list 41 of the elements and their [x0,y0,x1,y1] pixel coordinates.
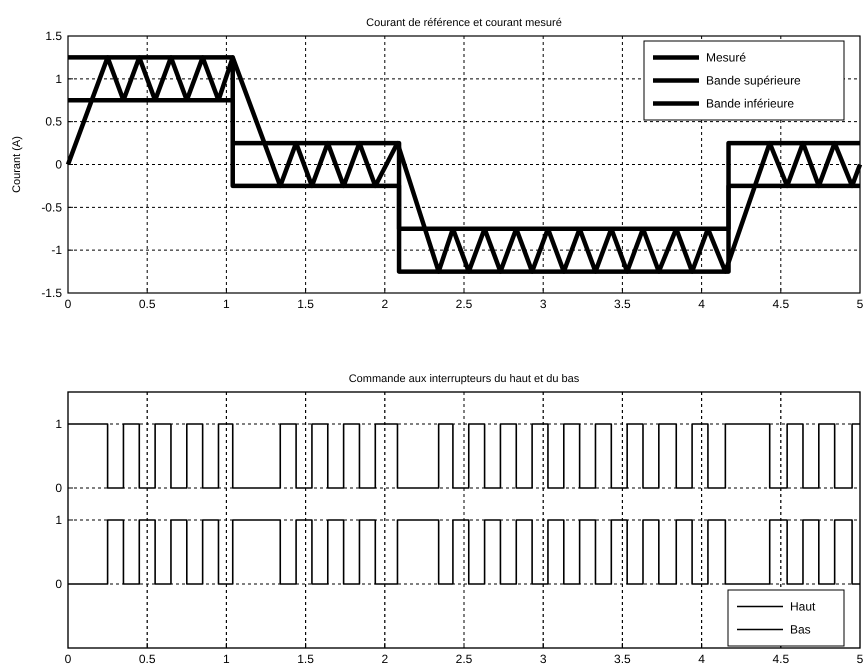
x-tick-label: 0.5 [138,652,156,666]
x-tick-label: 3 [540,652,547,666]
x-tick-label: 1 [223,297,230,311]
y-tick-label: 1 [55,513,62,527]
y-tick-label: 1 [55,417,62,431]
x-tick-label: 0 [64,652,72,666]
x-tick-label: 3.5 [614,297,632,311]
y-tick-label: 1.5 [45,29,62,43]
x-tick-label: 4.5 [772,652,790,666]
legend-label: Bas [790,622,811,636]
x-tick-label: 1.5 [297,297,314,311]
y-tick-label: 0 [55,158,62,172]
x-tick-label: 4 [698,652,706,666]
x-tick-label: 1 [223,652,230,666]
y-tick-label: -1 [51,243,62,258]
x-tick-label: 4 [698,297,706,311]
x-tick-label: 5 [856,652,864,666]
y-tick-label: -0.5 [41,200,62,214]
x-tick-label: 0 [64,297,72,311]
chart-title: Commande aux interrupteurs du haut et du bas [348,373,580,385]
y-tick-label: -1.5 [41,286,62,300]
y-tick-label: 0 [55,577,62,591]
x-tick-label: 5 [856,297,864,311]
x-tick-label: 2 [381,297,388,311]
y-axis-title: Courant (A) [11,136,23,193]
x-tick-label: 2 [381,652,388,666]
y-tick-label: 0 [55,481,62,495]
y-tick-label: 0.5 [45,114,62,129]
legend-label: Bande supérieure [706,74,802,88]
x-tick-label: 2.5 [456,652,473,666]
legend-label: Mesuré [706,50,746,64]
text: Haut [790,600,816,614]
x-tick-label: 2.5 [456,297,473,311]
y-tick-label: 1 [55,72,62,86]
x-tick-label: 1.5 [297,652,314,666]
x-tick-label: 3 [540,297,547,311]
legend-label: Bande inférieure [706,96,794,110]
x-tick-label: 0.5 [138,297,156,311]
x-tick-label: 3.5 [614,652,632,666]
chart-title: Courant de référence et courant mesuré [366,17,562,29]
x-tick-label: 4.5 [772,297,790,311]
